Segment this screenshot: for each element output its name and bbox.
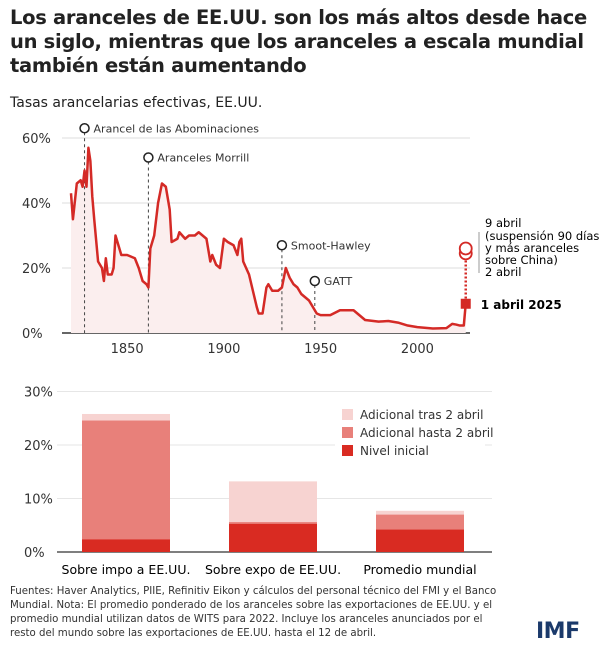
x-tick-label: 1900 bbox=[207, 342, 240, 357]
event-label: Aranceles Morrill bbox=[157, 152, 249, 165]
bar-segment bbox=[376, 510, 464, 515]
event-label: Smoot-Hawley bbox=[291, 239, 371, 252]
legend-label: Adicional hasta 2 abril bbox=[360, 426, 493, 440]
y-tick-label: 40% bbox=[22, 197, 51, 212]
legend-swatch bbox=[342, 409, 353, 420]
bar-segment bbox=[229, 481, 317, 523]
legend-swatch bbox=[342, 427, 353, 438]
x-tick-label: 1850 bbox=[111, 342, 144, 357]
legend-label: Adicional tras 2 abril bbox=[360, 408, 483, 422]
y-tick-label: 0% bbox=[22, 327, 43, 342]
bar-chart: 0% 10% 20% 30% Sobre impo a EE.UU. Sobre expo… bbox=[24, 386, 493, 578]
event-marker bbox=[79, 123, 90, 134]
line-chart: 0% 20% 40% 60% 1850 1900 1950 2000 Arancel de la… bbox=[22, 122, 599, 357]
bar-segment bbox=[376, 514, 464, 530]
series-line bbox=[69, 146, 467, 330]
event-marker bbox=[309, 275, 321, 287]
bar-segment bbox=[82, 420, 170, 540]
bar-segment bbox=[82, 413, 170, 421]
x-tick-label: 2000 bbox=[401, 342, 434, 357]
y-tick-label: 60% bbox=[22, 132, 51, 147]
note-text: sobre China) bbox=[485, 253, 558, 267]
chart-subtitle: Tasas arancelarias efectivas, EE.UU. bbox=[10, 95, 263, 111]
legend-bg bbox=[335, 402, 485, 464]
point-label: 9 abril bbox=[485, 216, 521, 230]
point-9-abril bbox=[458, 241, 473, 256]
area-fill bbox=[71, 147, 466, 333]
point-label: 1 abril 2025 bbox=[481, 298, 562, 312]
bar-segment bbox=[229, 523, 317, 552]
event-label: Arancel de las Abominaciones bbox=[94, 122, 260, 135]
note-text: (suspensión 90 días bbox=[485, 229, 599, 243]
imf-logo: IMF bbox=[536, 619, 580, 644]
y-tick-label: 20% bbox=[24, 439, 53, 454]
x-category-label: Sobre expo de EE.UU. bbox=[205, 562, 341, 577]
event-marker bbox=[276, 240, 288, 251]
legend-swatch bbox=[342, 445, 353, 456]
bar-segment bbox=[82, 539, 170, 552]
x-category-label: Sobre impo a EE.UU. bbox=[62, 562, 191, 577]
event-marker bbox=[143, 152, 154, 163]
x-tick-label: 1950 bbox=[304, 342, 337, 357]
note-text: y más aranceles bbox=[485, 241, 579, 255]
point-1-abril bbox=[460, 298, 471, 309]
y-tick-label: 20% bbox=[22, 262, 51, 277]
y-tick-label: 0% bbox=[24, 546, 45, 561]
x-category-label: Promedio mundial bbox=[363, 562, 476, 577]
legend-label: Nivel inicial bbox=[360, 444, 429, 458]
y-tick-label: 10% bbox=[24, 493, 53, 508]
event-label: GATT bbox=[324, 275, 353, 288]
chart-title: Los aranceles de EE.UU. son los más alto… bbox=[10, 6, 587, 77]
y-tick-label: 30% bbox=[24, 386, 53, 401]
bar-segment bbox=[229, 522, 317, 524]
footnote: Fuentes: Haver Analytics, PIIE, Refiniti… bbox=[10, 586, 497, 639]
point-label: 2 abril bbox=[485, 265, 521, 279]
bar-segment bbox=[376, 529, 464, 552]
